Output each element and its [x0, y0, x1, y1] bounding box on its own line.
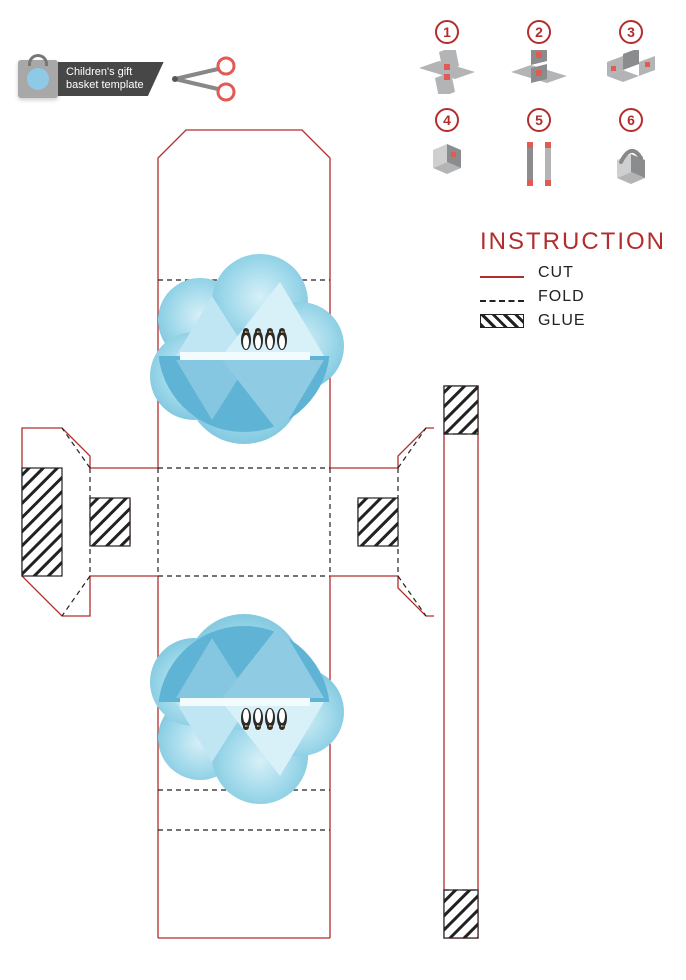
penguin-scene-bottom [150, 614, 344, 804]
diecut-template [0, 0, 686, 980]
penguin-scene-top [150, 254, 344, 444]
handle-strip [444, 386, 478, 938]
